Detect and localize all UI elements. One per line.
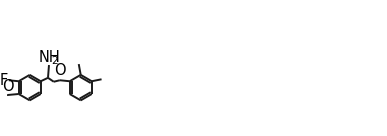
Text: 2: 2	[51, 55, 58, 66]
Text: F: F	[0, 73, 9, 88]
Text: O: O	[54, 63, 66, 78]
Text: O: O	[2, 79, 14, 94]
Text: NH: NH	[39, 50, 60, 65]
